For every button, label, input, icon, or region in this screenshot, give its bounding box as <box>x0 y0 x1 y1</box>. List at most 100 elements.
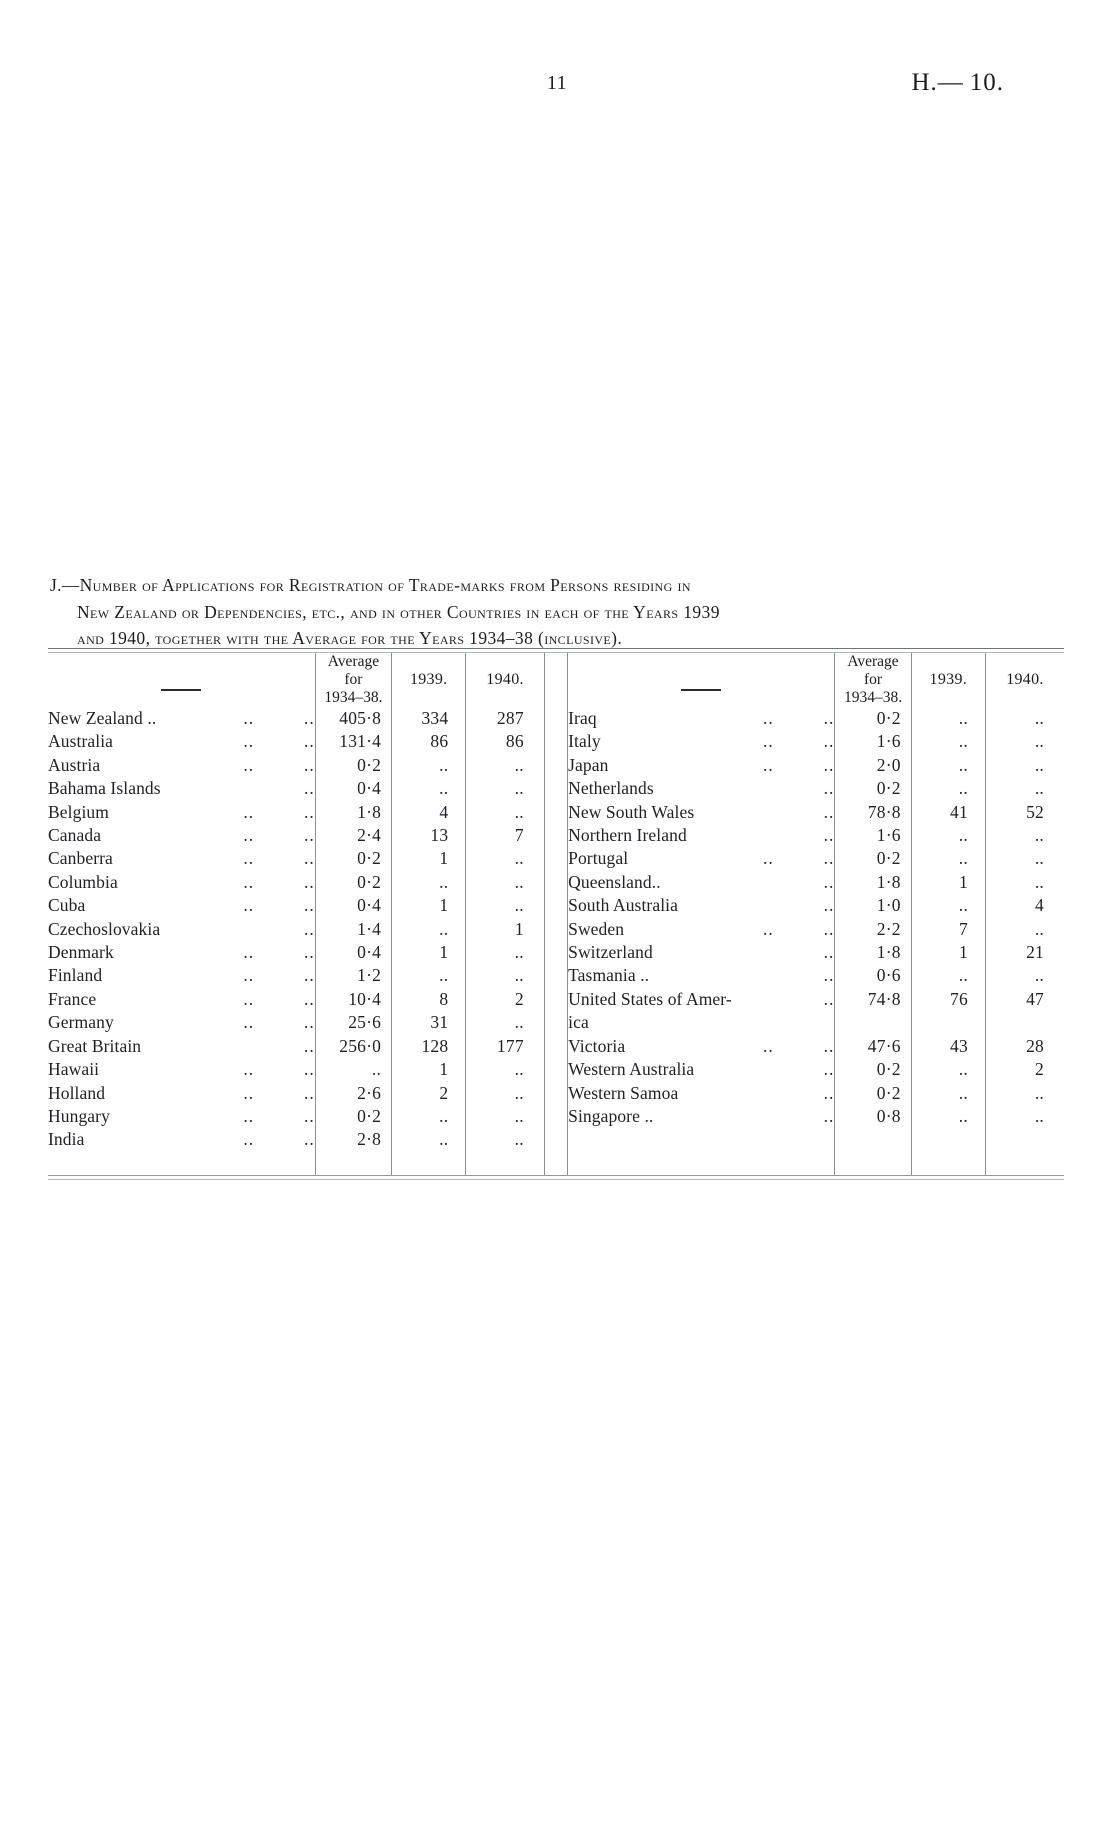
table-row: New Zealand ...... 405·8 334 287 Iraq.... 0·2… <box>48 707 1064 731</box>
value-1939-right: 1 <box>910 941 986 965</box>
column-header-name-left <box>48 653 315 707</box>
row-label-right: Iraq.. <box>568 707 780 730</box>
column-header-1940-left: 1940. <box>465 653 545 707</box>
leader-dots: .. <box>243 825 255 846</box>
leader-dots: .. <box>823 1105 835 1126</box>
value-1939-left: .. <box>391 870 466 895</box>
value-1939-left: 8 <box>391 987 466 1012</box>
value-1939-left: 13 <box>391 824 466 848</box>
row-label-left: Great Britain <box>48 1035 142 1056</box>
value-average-right: 74·8 <box>834 987 912 1012</box>
leader-dots: .. <box>303 1105 315 1126</box>
spacer-cell <box>48 1152 260 1175</box>
panel-gutter <box>543 1011 569 1035</box>
row-label-right: Italy.. <box>568 730 780 753</box>
row-label-left: Canberra.. <box>48 847 260 870</box>
value-average-right <box>834 1011 912 1035</box>
value-1940-right: .. <box>984 753 1064 778</box>
value-1939-left: 128 <box>391 1034 466 1059</box>
row-label-left: Finland.. <box>48 964 260 987</box>
leader-dots: .. <box>823 754 835 775</box>
leader-dots: .. <box>823 1082 835 1103</box>
row-label-right: United States of Amer- <box>568 988 732 1009</box>
value-average-left: 10·4 <box>314 987 392 1012</box>
value-1939-right: 76 <box>910 987 986 1012</box>
table-row: Finland.... 1·2.... Tasmania .... 0·6.... <box>48 964 1064 988</box>
leader-dots: .. <box>823 1059 835 1080</box>
leader-dots: .. <box>243 988 255 1009</box>
column-header-average-left: Average for 1934–38. <box>314 653 392 707</box>
value-average-left: 0·2 <box>314 753 392 778</box>
leader-dots: .. <box>243 895 255 916</box>
value-1940-right: 2 <box>984 1058 1064 1082</box>
value-average-left: .. <box>314 1058 392 1082</box>
panel-gutter <box>543 1034 569 1059</box>
row-label-right: Portugal.. <box>568 847 780 870</box>
leader-dots <box>780 1011 835 1034</box>
leader-dots: .. <box>823 918 835 939</box>
value-average-right: 1·6 <box>834 730 912 754</box>
value-average-right: 0·8 <box>834 1104 912 1129</box>
value-average-right: 1·6 <box>834 824 912 848</box>
value-1940-left: .. <box>465 941 545 965</box>
spacer-cell <box>834 1151 912 1176</box>
value-average-left: 1·2 <box>314 964 392 988</box>
spacer-cell <box>314 1151 392 1176</box>
column-header-1939-right: 1939. <box>910 653 986 707</box>
row-label-right <box>568 1128 780 1151</box>
spacer-cell <box>910 1151 986 1176</box>
value-1939-left: 334 <box>391 707 466 731</box>
leader-dots: .. <box>243 1105 255 1126</box>
value-average-left: 0·4 <box>314 777 392 801</box>
table-row: Germany.... 25·6 31.. ica <box>48 1011 1064 1035</box>
value-1940-right: .. <box>984 707 1064 731</box>
leader-dots: .. <box>243 708 255 728</box>
value-1940-left: .. <box>465 847 545 871</box>
panel-gutter <box>543 917 569 942</box>
panel-gutter <box>543 707 569 731</box>
value-average-left: 2·4 <box>314 824 392 848</box>
value-1939-right: .. <box>910 894 986 918</box>
value-1939-left: 1 <box>391 847 466 871</box>
leader-dots: .. <box>303 965 315 986</box>
leader-dots: .. <box>762 754 774 775</box>
value-average-right: 2·2 <box>834 917 912 942</box>
leader-dots: .. <box>243 1059 255 1080</box>
table-row: Canberra.... 0·2 1.. Portugal.... 0·2.... <box>48 847 1064 871</box>
value-1940-left: 1 <box>465 917 545 942</box>
value-1939-left: 1 <box>391 894 466 918</box>
panel-gutter <box>543 1104 569 1129</box>
value-1939-right: .. <box>910 1104 986 1129</box>
leader-dots: .. <box>762 1035 774 1056</box>
leader-dots: .. <box>823 778 835 799</box>
spacer-cell <box>780 1152 835 1175</box>
spacer-cell <box>465 1151 545 1176</box>
row-label-right: Western Samoa <box>568 1082 679 1103</box>
caption-line-2: New Zealand or Dependencies, etc., and i… <box>77 601 720 622</box>
row-label-right: ica <box>568 1012 589 1033</box>
row-label-left: Canada.. <box>48 824 260 847</box>
value-average-left: 0·2 <box>314 870 392 895</box>
panel-gutter <box>543 777 569 801</box>
leader-dots: .. <box>243 731 255 752</box>
value-1939-right: .. <box>910 1058 986 1082</box>
row-label-right: Netherlands <box>568 778 654 799</box>
value-average-right: 1·8 <box>834 870 912 895</box>
value-average-left: 2·8 <box>314 1128 392 1152</box>
value-1939-left: .. <box>391 964 466 988</box>
value-1940-right: .. <box>984 1104 1064 1129</box>
value-1939-left: 1 <box>391 1058 466 1082</box>
value-1939-left: .. <box>391 777 466 801</box>
table-row: India.... 2·8.... <box>48 1128 1064 1152</box>
row-label-left: Columbia.. <box>48 871 260 894</box>
value-average-left: 131·4 <box>314 730 392 754</box>
leader-dots: .. <box>303 895 315 916</box>
value-1940-right <box>984 1128 1064 1152</box>
value-average-left: 1·4 <box>314 917 392 942</box>
value-1940-right: .. <box>984 777 1064 801</box>
value-1940-left: .. <box>465 894 545 918</box>
value-1940-left: .. <box>465 1128 545 1152</box>
leader-dots <box>780 1128 835 1151</box>
row-label-left: New Zealand .... <box>48 707 260 730</box>
spacer-cell <box>391 1151 466 1176</box>
